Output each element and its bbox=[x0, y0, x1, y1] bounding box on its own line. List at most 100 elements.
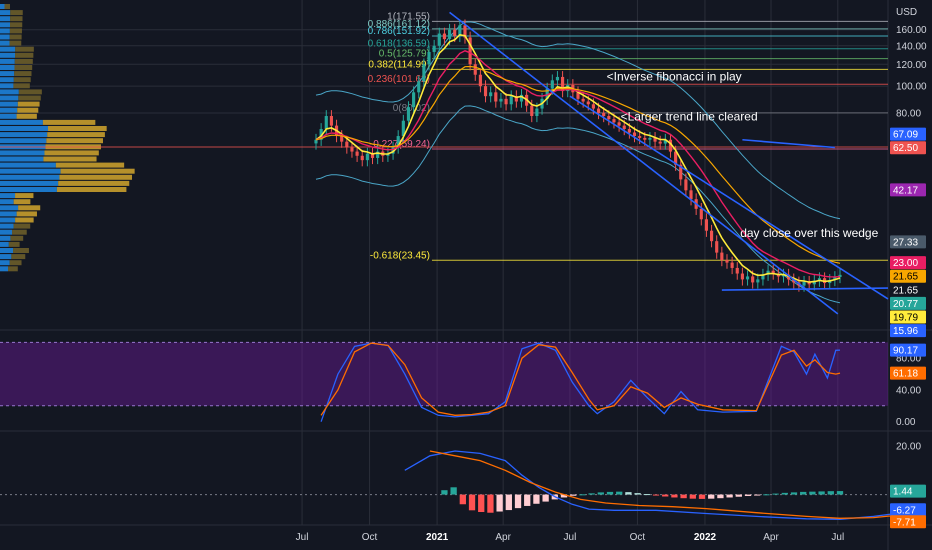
volume-profile-bar bbox=[0, 40, 10, 46]
volume-profile-bar bbox=[16, 211, 37, 217]
macd-signal-line bbox=[429, 450, 924, 519]
candle-body bbox=[725, 260, 729, 263]
candle-body bbox=[792, 279, 796, 283]
small-trend-line[interactable] bbox=[742, 138, 835, 149]
macd-histogram-bar bbox=[689, 494, 696, 499]
volume-profile-bar bbox=[42, 119, 96, 125]
price-tag-label: 21.65 bbox=[893, 272, 918, 283]
chart-annotations[interactable]: <Inverse fibonacci in play <Larger trend … bbox=[607, 69, 879, 240]
x-tick-label: Jul bbox=[564, 532, 577, 543]
volume-profile-bar bbox=[56, 187, 127, 192]
trend-lines[interactable] bbox=[449, 11, 889, 315]
wedge-lower-line[interactable] bbox=[721, 287, 889, 291]
volume-profile-bar bbox=[0, 101, 18, 107]
price-tags: 67.09 62.50 42.17 27.33 23.00 21.65 21.65 20.77… bbox=[890, 127, 926, 529]
macd-histogram-bar bbox=[570, 494, 577, 496]
y-tick-label: 100.00 bbox=[896, 82, 927, 93]
stochastic-tick-label: 0.00 bbox=[896, 417, 916, 428]
volume-profile-bar bbox=[15, 217, 34, 223]
annotation-text[interactable]: <Larger trend line cleared bbox=[621, 110, 758, 124]
candle-body bbox=[427, 51, 431, 65]
macd-histogram-bar bbox=[643, 494, 650, 496]
macd-histogram-bar bbox=[579, 494, 586, 496]
candle-body bbox=[417, 81, 421, 93]
price-tag bbox=[890, 366, 926, 380]
macd-histogram-bar bbox=[680, 494, 687, 499]
volume-profile-bar bbox=[0, 138, 47, 144]
descending-trend-line[interactable] bbox=[449, 11, 839, 315]
volume-profile-bar bbox=[0, 260, 10, 266]
volume-profile-bar bbox=[10, 22, 23, 28]
macd-histogram-bar bbox=[505, 494, 512, 511]
x-tick-label: Oct bbox=[630, 532, 646, 543]
volume-profile-bar bbox=[47, 132, 105, 138]
volume-profile-bar bbox=[0, 113, 17, 119]
bollinger-lower-line bbox=[315, 105, 841, 304]
macd-histogram-bar bbox=[671, 494, 678, 498]
candle-body bbox=[812, 280, 816, 285]
x-tick-label: Jul bbox=[831, 532, 844, 543]
candle-body bbox=[632, 132, 637, 137]
volume-profile-bar bbox=[60, 168, 135, 174]
volume-profile-bar bbox=[13, 248, 29, 253]
price-tag bbox=[890, 503, 926, 517]
candle-body bbox=[684, 179, 688, 191]
macd-histogram-bar bbox=[708, 494, 715, 499]
volume-profile-bar bbox=[0, 266, 9, 272]
candle-body bbox=[838, 274, 842, 278]
annotation-text[interactable]: day close over this wedge bbox=[740, 226, 878, 240]
macd-histogram-bar bbox=[763, 494, 770, 496]
volume-profile-bar bbox=[10, 16, 23, 22]
volume-profile-bar bbox=[4, 4, 10, 9]
candle-body bbox=[509, 96, 513, 105]
volume-profile-bar bbox=[13, 83, 30, 89]
candle-body bbox=[653, 137, 657, 142]
volume-profile-bar bbox=[0, 83, 14, 89]
macd-histogram-bar bbox=[478, 494, 485, 513]
candle-body bbox=[355, 151, 359, 156]
volume-profile-bar bbox=[10, 10, 23, 16]
candle-body bbox=[494, 92, 498, 102]
volume-profile-bar bbox=[14, 58, 33, 64]
volume-profile-bar bbox=[16, 113, 37, 119]
volume-profile-bar bbox=[8, 241, 20, 247]
candle-body bbox=[674, 151, 678, 165]
volume-profile-bar bbox=[44, 150, 99, 156]
candle-body bbox=[350, 147, 354, 152]
macd-histogram-bar bbox=[496, 494, 503, 512]
stochastic-band bbox=[0, 342, 888, 406]
price-tag bbox=[890, 235, 926, 249]
macd-histogram-bar bbox=[450, 487, 457, 495]
volume-profile-bar bbox=[0, 205, 19, 211]
x-tick-label: 2021 bbox=[426, 532, 449, 543]
annotation-text[interactable]: <Inverse fibonacci in play bbox=[607, 69, 742, 83]
candle-body bbox=[345, 141, 349, 148]
volume-profile-bar bbox=[0, 162, 56, 168]
price-axis[interactable]: USD 160.00 140.00 120.00 100.00 80.00 80.00 40… bbox=[896, 7, 927, 453]
macd-histogram-bar bbox=[441, 490, 448, 495]
price-tag bbox=[890, 296, 926, 310]
y-tick-label: 120.00 bbox=[896, 60, 927, 71]
volume-profile-bar bbox=[0, 22, 11, 28]
y-tick-label: 80.00 bbox=[896, 108, 921, 119]
ema-mid-line bbox=[315, 65, 841, 264]
macd-histogram-bar bbox=[524, 494, 531, 506]
volume-profile-bar bbox=[10, 235, 24, 241]
volume-profile-bar bbox=[0, 65, 15, 70]
volume-profile-bar bbox=[0, 199, 14, 205]
candle-body bbox=[802, 281, 806, 286]
time-axis[interactable]: Jul Oct 2021 Apr Jul Oct 2022 Apr Jul bbox=[296, 532, 845, 543]
price-tag-label: 21.65 bbox=[893, 285, 918, 296]
candle-body bbox=[709, 230, 714, 242]
candle-body bbox=[781, 274, 786, 277]
fib-level-label: 0(80.02) bbox=[393, 103, 430, 114]
wedge-upper-line[interactable] bbox=[569, 95, 889, 300]
macd-histogram-bar bbox=[754, 494, 761, 496]
candle-body bbox=[314, 139, 318, 144]
macd-histogram-bar bbox=[560, 494, 568, 498]
volume-profile-bar bbox=[0, 16, 11, 22]
macd-histogram-bar bbox=[662, 494, 669, 497]
macd-histogram-bar bbox=[735, 494, 742, 497]
